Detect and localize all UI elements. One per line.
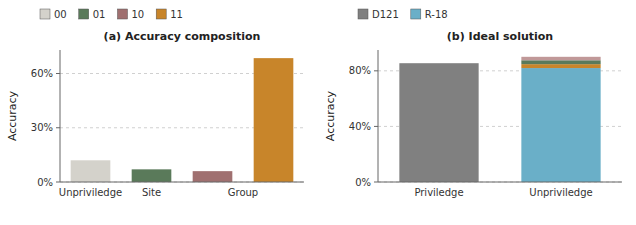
x-tick-label: Priviledge	[414, 187, 463, 198]
y-axis	[378, 50, 379, 182]
marks	[71, 58, 294, 182]
grid-line	[60, 182, 304, 183]
y-tick	[374, 182, 378, 183]
legend-swatch	[79, 9, 89, 19]
legend-swatch	[411, 9, 421, 19]
legend: D121 R-18	[358, 9, 448, 20]
bar	[132, 169, 172, 182]
y-tick	[56, 127, 60, 128]
title: (a) Accuracy composition	[104, 30, 261, 43]
y-tick	[374, 126, 378, 127]
x-tick-label: Unpriviledge	[59, 187, 122, 198]
bar	[521, 68, 600, 182]
x-tick-label: Unpriviledge	[529, 187, 592, 198]
y-tick-label: 80%	[349, 65, 371, 76]
y-tick	[374, 70, 378, 71]
y-tick-label: 40%	[349, 121, 371, 132]
y-tick	[56, 73, 60, 74]
bar	[71, 160, 111, 182]
legend-label: 00	[54, 9, 67, 20]
x-tick-label: Site	[142, 187, 161, 198]
legend-label: 01	[93, 9, 106, 20]
legend-swatch	[156, 9, 166, 19]
legend-label: 10	[131, 9, 144, 20]
marks	[399, 57, 600, 182]
bar	[254, 58, 294, 182]
y-tick-label: 30%	[31, 122, 53, 133]
y-tick-label: 60%	[31, 68, 53, 79]
legend-swatch	[40, 9, 50, 19]
y-axis-label: Accuracy	[6, 90, 19, 141]
figure: 0% 30% 60% Unpriviledge Site Group Accuracy (a)…	[0, 0, 636, 225]
legend-label: D121	[372, 9, 399, 20]
bar	[521, 64, 600, 68]
legend-label: 11	[170, 9, 183, 20]
x-axis	[60, 182, 304, 183]
grid-line	[378, 182, 622, 183]
y-axis	[60, 50, 61, 182]
bar	[399, 63, 478, 182]
legend-swatch	[117, 9, 127, 19]
bar	[193, 171, 233, 182]
bar	[521, 60, 600, 64]
legend-label: R-18	[425, 9, 448, 20]
chart-panel: 0% 30% 60% Unpriviledge Site Group Accuracy (a)…	[6, 9, 304, 198]
x-axis	[378, 182, 622, 183]
y-tick-label: 0%	[355, 177, 371, 188]
bar	[521, 57, 600, 60]
y-tick-label: 0%	[37, 177, 53, 188]
title: (b) Ideal solution	[447, 30, 553, 43]
legend-swatch	[358, 9, 368, 19]
legend: 00 01 10 11	[40, 9, 183, 20]
y-axis-label: Accuracy	[324, 90, 337, 141]
chart-panel: 0% 40% 80% Priviledge Unpriviledge Accuracy (b…	[324, 9, 622, 198]
y-tick	[56, 182, 60, 183]
annotation: Group	[228, 187, 258, 198]
